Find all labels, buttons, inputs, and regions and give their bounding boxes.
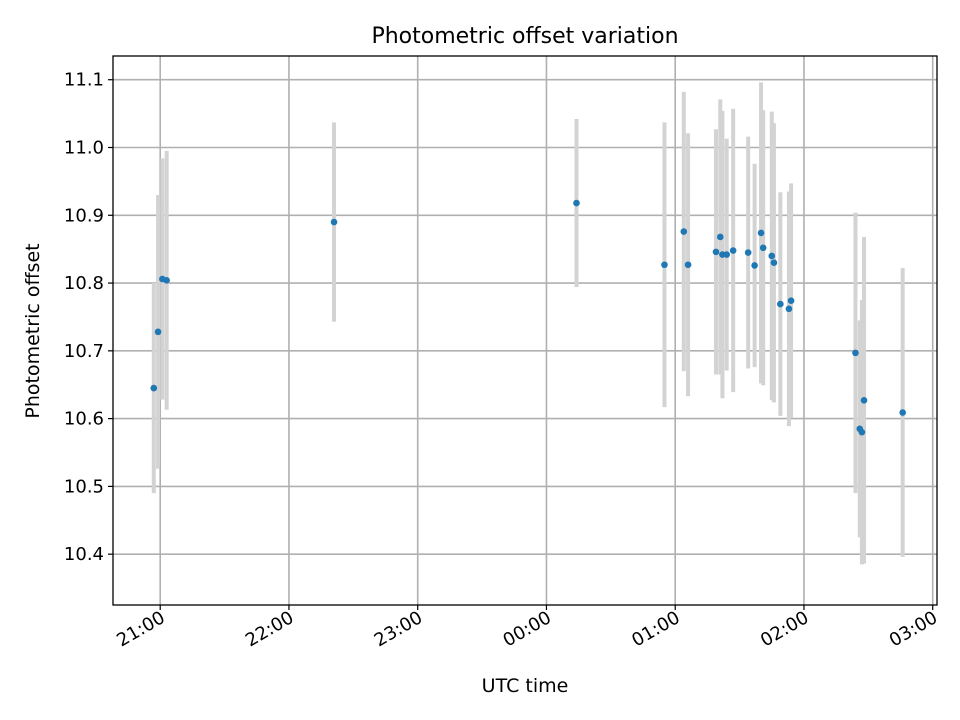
data-point	[770, 259, 778, 267]
y-tick-label: 10.8	[64, 273, 104, 294]
data-point	[712, 248, 720, 256]
grid-lines	[113, 56, 937, 605]
x-axis-label: UTC time	[482, 675, 569, 697]
data-point	[785, 305, 793, 313]
data-point	[680, 228, 688, 235]
data-point	[661, 261, 668, 269]
y-tick-label: 11.0	[64, 138, 104, 159]
y-tick-label: 10.4	[64, 544, 104, 565]
data-point	[150, 384, 158, 392]
plot-frame	[112, 55, 938, 606]
data-point	[154, 328, 162, 336]
data-point	[684, 261, 692, 269]
data-point	[573, 199, 580, 207]
y-tick-label: 10.7	[64, 341, 104, 362]
y-tick-label: 10.9	[64, 205, 104, 226]
data-point	[330, 218, 338, 226]
y-tick-label: 10.5	[64, 476, 104, 497]
data-point	[858, 428, 866, 436]
data-point	[787, 297, 795, 304]
data-point	[768, 252, 776, 260]
data-point	[757, 229, 765, 237]
data-points	[150, 199, 906, 436]
data-point	[751, 262, 758, 269]
data-point	[852, 349, 859, 357]
data-point	[777, 300, 784, 308]
data-point	[899, 409, 906, 416]
data-point	[716, 233, 724, 241]
data-point	[723, 251, 731, 258]
data-point	[860, 397, 868, 404]
data-point	[744, 249, 752, 256]
y-tick-label: 11.1	[64, 70, 104, 91]
chart-title: Photometric offset variation	[371, 24, 678, 49]
y-tick-label: 10.6	[64, 409, 104, 430]
data-point	[163, 277, 170, 284]
data-point	[759, 244, 767, 252]
data-point	[729, 247, 737, 254]
y-axis-label: Photometric offset	[22, 243, 44, 418]
